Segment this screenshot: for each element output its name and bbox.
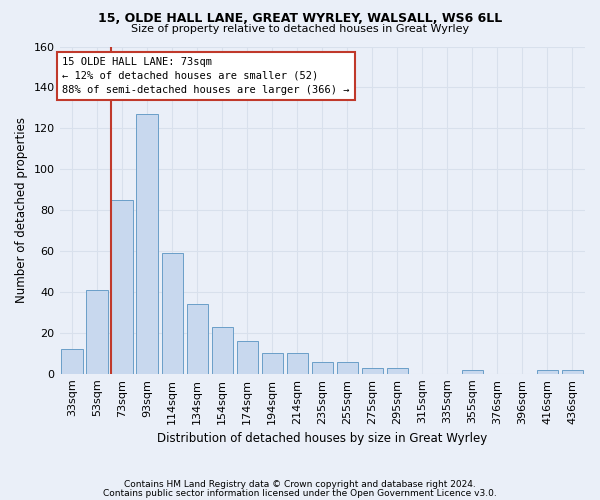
Bar [362, 368, 383, 374]
Y-axis label: Number of detached properties: Number of detached properties [15, 117, 28, 303]
Bar [86, 290, 108, 374]
Bar [387, 368, 408, 374]
Bar [562, 370, 583, 374]
Bar [262, 354, 283, 374]
Bar [311, 362, 333, 374]
Text: Size of property relative to detached houses in Great Wyrley: Size of property relative to detached ho… [131, 24, 469, 34]
Bar [112, 200, 133, 374]
Text: 15 OLDE HALL LANE: 73sqm
← 12% of detached houses are smaller (52)
88% of semi-d: 15 OLDE HALL LANE: 73sqm ← 12% of detach… [62, 56, 350, 94]
X-axis label: Distribution of detached houses by size in Great Wyrley: Distribution of detached houses by size … [157, 432, 487, 445]
Bar [462, 370, 483, 374]
Bar [187, 304, 208, 374]
Bar [236, 341, 258, 374]
Bar [161, 253, 183, 374]
Text: Contains HM Land Registry data © Crown copyright and database right 2024.: Contains HM Land Registry data © Crown c… [124, 480, 476, 489]
Text: Contains public sector information licensed under the Open Government Licence v3: Contains public sector information licen… [103, 488, 497, 498]
Bar [537, 370, 558, 374]
Bar [61, 350, 83, 374]
Bar [287, 354, 308, 374]
Bar [337, 362, 358, 374]
Bar [136, 114, 158, 374]
Text: 15, OLDE HALL LANE, GREAT WYRLEY, WALSALL, WS6 6LL: 15, OLDE HALL LANE, GREAT WYRLEY, WALSAL… [98, 12, 502, 26]
Bar [212, 327, 233, 374]
